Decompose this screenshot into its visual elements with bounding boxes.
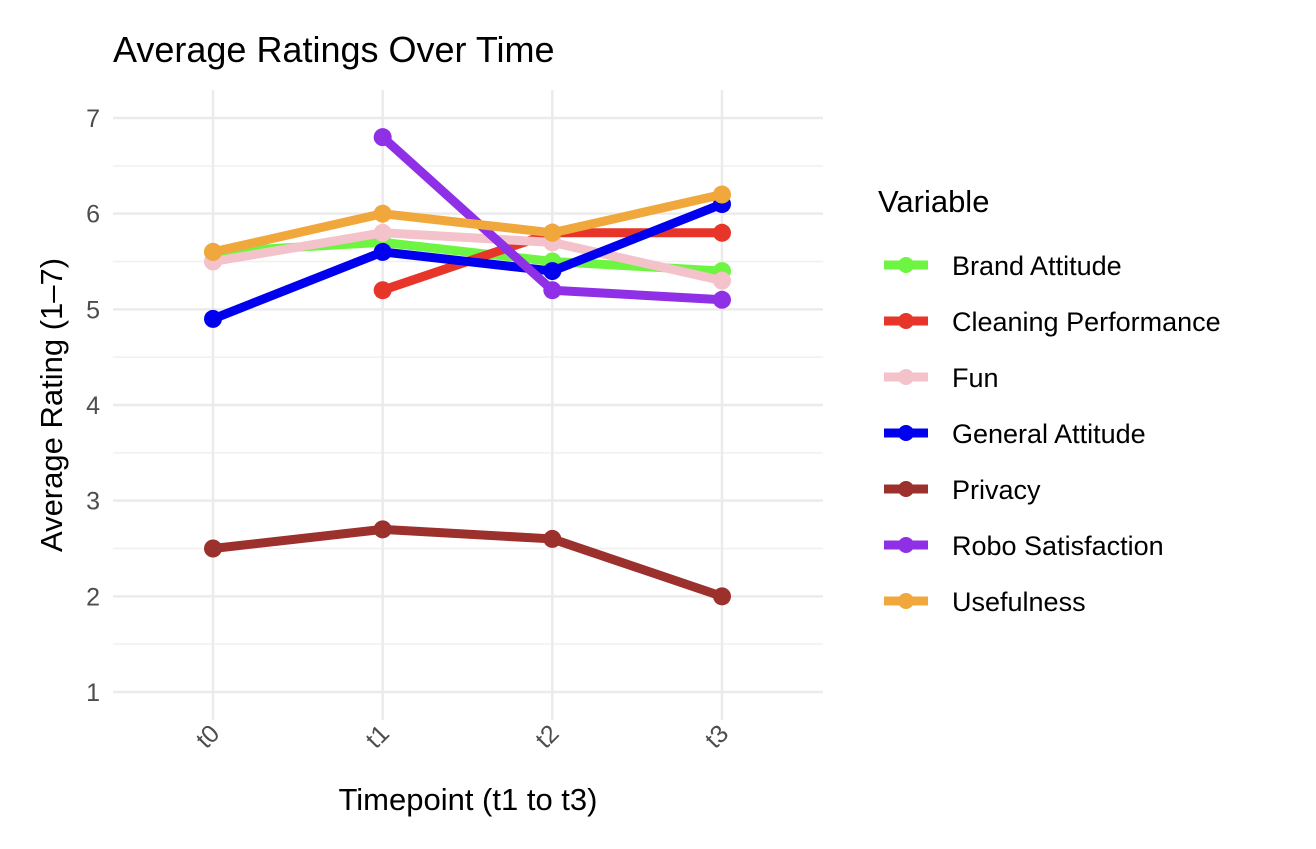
y-tick-label: 5 [86, 296, 100, 324]
chart-title: Average Ratings Over Time [113, 29, 555, 70]
data-point [713, 185, 731, 204]
x-tick-label: t1 [360, 719, 395, 754]
data-point [713, 587, 731, 606]
y-axis-label: Average Rating (1–7) [34, 258, 69, 552]
x-tick-label: t3 [700, 719, 735, 754]
legend-key-point [898, 369, 914, 385]
data-point [713, 290, 731, 309]
data-point [543, 281, 562, 300]
data-point [204, 539, 222, 558]
legend-label: Brand Attitude [952, 251, 1122, 281]
data-point [373, 281, 392, 300]
y-tick-label: 2 [86, 583, 100, 611]
series-line-privacy [212, 524, 724, 601]
legend: Brand Attitude Cleaning Performance Fun Gen… [884, 251, 1221, 617]
series-line-usefulness [212, 190, 723, 257]
y-tick-label: 7 [86, 105, 100, 133]
x-tick-label: t0 [191, 719, 226, 754]
legend-label: Fun [952, 363, 999, 393]
y-tick-label: 1 [86, 679, 100, 707]
data-point [373, 242, 392, 261]
data-point [713, 223, 731, 242]
legend-label: Cleaning Performance [952, 307, 1221, 337]
legend-key-point [898, 425, 914, 441]
y-tick-label: 6 [86, 201, 100, 229]
legend-key-point [898, 537, 914, 553]
legend-title: Variable [878, 184, 989, 219]
legend-key-point [898, 481, 914, 497]
data-point [204, 242, 222, 261]
data-point [373, 204, 392, 223]
legend-key-point [898, 313, 914, 329]
y-tick-label: 4 [86, 392, 100, 420]
series-line-fun [212, 228, 723, 286]
data-point [373, 520, 392, 539]
data-point [543, 262, 562, 281]
data-point [204, 309, 222, 328]
legend-label: General Attitude [952, 419, 1146, 449]
data-point [543, 529, 562, 548]
x-axis-label: Timepoint (t1 to t3) [338, 782, 597, 817]
data-point [713, 271, 731, 290]
x-tick-label: t2 [530, 719, 565, 754]
y-tick-label: 3 [86, 488, 100, 516]
legend-key-point [898, 257, 914, 273]
data-point [543, 223, 562, 242]
data-point [373, 128, 392, 147]
series-line-general-attitude [211, 199, 724, 324]
data-point [373, 223, 392, 242]
legend-label: Usefulness [952, 587, 1086, 617]
legend-label: Robo Satisfaction [952, 531, 1164, 561]
legend-label: Privacy [952, 475, 1041, 505]
legend-key-point [898, 593, 914, 609]
